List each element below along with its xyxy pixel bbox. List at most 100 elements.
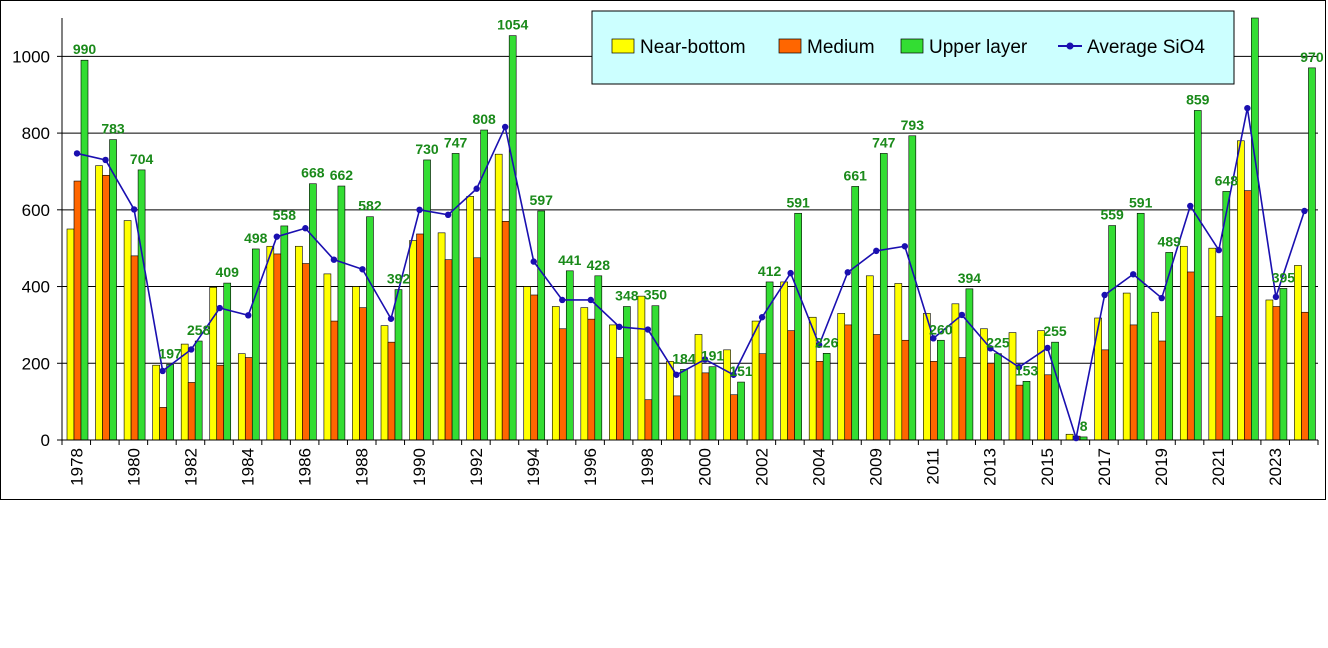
bar-upper-layer xyxy=(194,340,203,441)
average-sio4-point xyxy=(1101,291,1108,299)
bar-upper-layer xyxy=(794,212,802,441)
bar-medium xyxy=(1044,374,1052,441)
average-sio4-point xyxy=(416,206,423,214)
data-label: 184 xyxy=(672,350,696,366)
bar-upper-layer xyxy=(994,353,1002,441)
average-sio4-point xyxy=(844,269,851,276)
data-label: 747 xyxy=(444,134,468,150)
data-label: 489 xyxy=(1158,233,1182,249)
data-label: 409 xyxy=(216,264,240,280)
bar-near-bottom xyxy=(266,245,275,441)
bar-near-bottom xyxy=(580,307,589,441)
bar-upper-layer xyxy=(708,366,717,441)
data-label: 392 xyxy=(387,271,411,287)
data-label: 151 xyxy=(729,363,753,379)
data-label: 8 xyxy=(1080,418,1088,434)
bar-medium xyxy=(130,255,139,441)
x-tick-label: 2017 xyxy=(1095,448,1114,486)
x-tick-label: 1996 xyxy=(581,448,600,486)
data-label: 226 xyxy=(815,334,839,350)
x-tick-label: 1992 xyxy=(467,448,486,486)
average-sio4-point xyxy=(701,356,709,363)
bar-medium xyxy=(758,353,767,441)
bar-medium xyxy=(587,318,596,441)
bar-medium xyxy=(244,357,253,441)
data-label: 394 xyxy=(958,270,982,286)
bar-near-bottom xyxy=(295,245,303,441)
data-label: 597 xyxy=(530,192,554,208)
y-tick-label: 1000 xyxy=(12,47,50,66)
average-sio4-point xyxy=(758,314,766,321)
data-label: 350 xyxy=(644,287,668,303)
bar-upper-layer xyxy=(1193,110,1202,441)
average-sio4-point xyxy=(1215,246,1223,254)
bar-upper-layer xyxy=(223,282,232,441)
bar-upper-layer xyxy=(280,225,289,441)
legend: Near-bottom Medium Upper layer Average S… xyxy=(591,10,1235,85)
bar-medium xyxy=(644,399,653,441)
bar-near-bottom xyxy=(1065,433,1074,441)
x-tick-label: 1990 xyxy=(410,448,429,486)
bar-near-bottom xyxy=(437,232,446,441)
bar-medium xyxy=(473,257,481,441)
average-sio4-point xyxy=(730,371,737,378)
average-sio4-point xyxy=(302,225,309,232)
bar-medium xyxy=(216,364,225,441)
bar-medium xyxy=(501,221,510,441)
data-label: 225 xyxy=(986,335,1010,351)
average-sio4-point xyxy=(501,123,509,131)
bar-medium xyxy=(1244,190,1252,441)
bar-upper-layer xyxy=(251,248,260,441)
bar-medium xyxy=(1215,316,1224,441)
y-tick-label: 800 xyxy=(22,124,50,143)
data-label: 559 xyxy=(1100,207,1124,223)
bar-upper-layer xyxy=(451,153,460,441)
average-sio4-point xyxy=(273,233,281,240)
bar-medium xyxy=(844,324,853,441)
bar-medium xyxy=(930,361,938,441)
data-label: 1054 xyxy=(497,17,528,33)
x-tick-label: 2002 xyxy=(752,448,771,486)
bar-near-bottom xyxy=(152,364,160,441)
bar-upper-layer xyxy=(337,185,346,441)
data-label: 348 xyxy=(615,287,639,303)
bar-medium xyxy=(815,361,824,441)
bar-near-bottom xyxy=(609,324,617,441)
data-label: 661 xyxy=(844,167,868,183)
average-sio4-point xyxy=(787,269,794,277)
average-sio4-point xyxy=(930,335,937,342)
average-sio4-point xyxy=(359,266,366,273)
bar-upper-layer xyxy=(879,153,888,441)
bar-near-bottom xyxy=(123,220,132,441)
average-sio4-point xyxy=(387,315,395,322)
bar-near-bottom xyxy=(1151,311,1160,441)
bar-near-bottom xyxy=(666,361,674,441)
bar-upper-layer xyxy=(366,216,374,441)
x-tick-label: 2015 xyxy=(1038,448,1057,486)
bar-upper-layer xyxy=(137,169,146,441)
bar-medium xyxy=(872,334,881,441)
x-tick-label: 2011 xyxy=(924,448,943,485)
data-label: 258 xyxy=(187,322,211,338)
bar-near-bottom xyxy=(1037,330,1045,441)
data-label: 808 xyxy=(472,111,496,127)
bar-upper-layer xyxy=(1136,212,1145,441)
x-tick-label: 2023 xyxy=(1266,448,1285,486)
average-sio4-point xyxy=(130,206,138,213)
bar-upper-layer xyxy=(594,275,603,441)
data-label: 793 xyxy=(901,117,925,133)
bar-upper-layer xyxy=(80,59,89,441)
bar-upper-layer xyxy=(537,210,546,441)
average-sio4-line xyxy=(76,107,1306,439)
average-sio4-point xyxy=(987,345,994,352)
x-tick-label: 2021 xyxy=(1209,448,1228,486)
legend-label-upper-layer: Upper layer xyxy=(929,37,1028,58)
bar-near-bottom xyxy=(551,306,560,441)
average-sio4-point xyxy=(1244,104,1251,112)
average-sio4-point xyxy=(1301,207,1308,215)
average-sio4-point xyxy=(958,311,966,319)
bar-medium xyxy=(701,372,710,441)
average-sio4-point xyxy=(873,247,880,255)
bar-upper-layer xyxy=(508,35,517,441)
